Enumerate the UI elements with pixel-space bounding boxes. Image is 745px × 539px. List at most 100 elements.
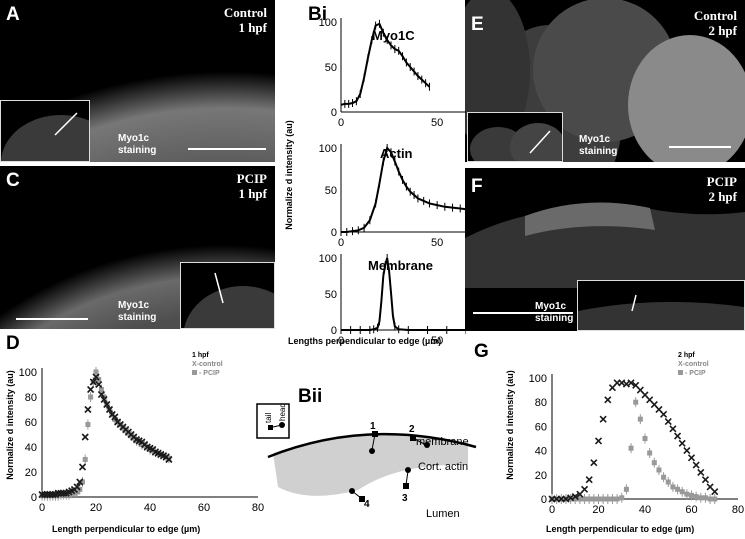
d-control-point xyxy=(97,390,105,399)
bi-series-line-0 xyxy=(340,22,431,106)
panel-d-xlabel: Length perpendicular to edge (µm) xyxy=(52,524,201,534)
g-ytick-label: 100 xyxy=(529,373,547,385)
d-xtick-label: 20 xyxy=(90,502,102,514)
panel-c-caption: PCIP 1 hpf xyxy=(236,171,267,201)
g-pcip-point xyxy=(684,491,690,497)
panel-c-label: C xyxy=(6,170,20,191)
g-pcip-point xyxy=(689,492,694,498)
panel-g-xlabel: Length perpendicular to edge (µm) xyxy=(546,524,695,534)
panel-c-micrograph: C PCIP 1 hpf Myo1c staining xyxy=(0,166,275,329)
g-pcip-point xyxy=(623,486,629,492)
d-pcip-point xyxy=(128,433,134,439)
svg-text:4: 4 xyxy=(364,499,370,510)
g-pcip-point xyxy=(698,495,704,501)
panel-f-micrograph: F PCIP 2 hpf Myo1c staining xyxy=(465,168,745,331)
d-control-point xyxy=(60,489,68,497)
panel-g-legend-title: 2 hpf xyxy=(678,352,695,359)
g-pcip-point xyxy=(661,474,667,480)
g-control-point xyxy=(594,437,603,445)
g-xtick-label: 40 xyxy=(639,504,651,516)
g-pcip-point xyxy=(582,496,588,502)
d-control-point xyxy=(103,400,111,409)
g-pcip-point xyxy=(600,496,606,502)
bi-ytick-label: 0 xyxy=(331,107,337,119)
g-ytick-label: 60 xyxy=(535,421,547,433)
panel-bi-xlabel: Lengths perpendicular to edge (µm) xyxy=(288,336,442,346)
g-pcip-point xyxy=(656,467,662,473)
g-xtick-label: 80 xyxy=(732,504,744,516)
bi-xtick-label: 50 xyxy=(431,117,443,129)
panel-g-legend-control: X-control xyxy=(678,361,709,368)
panel-g-legend-pcip: - PCIP xyxy=(678,369,709,378)
g-pcip-point xyxy=(633,399,639,405)
d-control-point xyxy=(81,433,89,441)
d-pcip-point xyxy=(82,457,88,462)
g-control-point xyxy=(701,476,710,484)
d-control-point xyxy=(76,478,84,486)
d-control-point xyxy=(43,490,51,499)
g-xtick-label: 0 xyxy=(549,504,555,516)
g-control-point xyxy=(660,410,668,418)
d-pcip-point xyxy=(88,394,94,400)
panel-d-ylabel: Normalize d intensity (au) xyxy=(5,370,15,480)
myosin-position-3: 3 xyxy=(402,467,411,504)
panel-g-chart: 0 20 40 60 80 100 0 20 40 60 80 xyxy=(529,373,744,516)
d-pcip-point xyxy=(61,492,67,497)
panel-e-micrograph: E Control 2 hpf Myo1c staining xyxy=(465,0,745,162)
d-control-point xyxy=(38,490,46,499)
g-pcip-point xyxy=(619,495,625,501)
d-pcip-point xyxy=(123,428,129,434)
bi-series-title: Myo1C xyxy=(372,28,415,43)
d-pcip-point xyxy=(125,430,131,436)
g-control-point xyxy=(692,461,700,469)
bi-ytick-label: 50 xyxy=(325,62,337,74)
panel-f-embryo-image xyxy=(465,202,745,288)
cortex-region xyxy=(273,435,468,496)
g-control-point xyxy=(599,415,607,423)
panel-d-chart: 0 20 40 60 80 100 0 20 40 60 80 xyxy=(19,367,264,514)
g-control-point xyxy=(669,425,677,433)
panel-e-inset xyxy=(467,112,563,162)
panel-g-label: G xyxy=(474,341,489,362)
bi-ytick-label: 100 xyxy=(319,17,337,29)
g-control-point xyxy=(673,432,682,440)
panel-g-legend: 2 hpf X-control - PCIP xyxy=(678,351,709,378)
panel-a-caption: Control 1 hpf xyxy=(223,5,267,35)
d-ytick-label: 60 xyxy=(25,417,37,429)
d-control-point xyxy=(46,490,54,499)
d-pcip-point xyxy=(58,492,64,497)
g-control-point xyxy=(580,485,589,493)
d-pcip-point xyxy=(120,425,126,431)
panel-a-staining-label: Myo1c staining xyxy=(118,133,157,156)
d-pcip-point xyxy=(85,422,91,427)
legend-tail-marker xyxy=(268,425,273,430)
d-pcip-point xyxy=(166,455,172,461)
g-pcip-point xyxy=(614,496,620,502)
g-control-point xyxy=(571,493,579,501)
d-xtick-label: 60 xyxy=(198,502,210,514)
panel-d-legend-title: 1 hpf xyxy=(192,352,209,359)
bi-xtick-label: 0 xyxy=(338,237,344,249)
bi-ytick-label: 50 xyxy=(325,289,337,301)
g-control-point xyxy=(585,476,593,484)
d-control-point xyxy=(95,380,103,389)
d-xtick-label: 0 xyxy=(39,502,45,514)
g-pcip-point xyxy=(591,496,597,502)
d-control-point xyxy=(41,490,49,499)
g-pcip-point xyxy=(642,436,648,441)
d-control-point xyxy=(165,455,173,464)
svg-text:1: 1 xyxy=(370,421,376,432)
d-pcip-point xyxy=(142,443,148,449)
myosin-position-2: 2 xyxy=(409,424,430,448)
lumen-label: Lumen xyxy=(426,508,460,520)
g-pcip-point xyxy=(693,494,699,500)
g-xtick-label: 60 xyxy=(685,504,697,516)
bi-series-line-2 xyxy=(341,257,466,331)
panel-d-legend: 1 hpf X-control - PCIP xyxy=(192,351,223,378)
g-pcip-point xyxy=(572,496,578,502)
panel-d-legend-pcip: - PCIP xyxy=(192,369,223,378)
g-control-point xyxy=(687,454,696,462)
g-pcip-point xyxy=(596,496,601,502)
g-ytick-label: 20 xyxy=(535,470,547,482)
bi-xtick-label: 0 xyxy=(338,335,344,345)
